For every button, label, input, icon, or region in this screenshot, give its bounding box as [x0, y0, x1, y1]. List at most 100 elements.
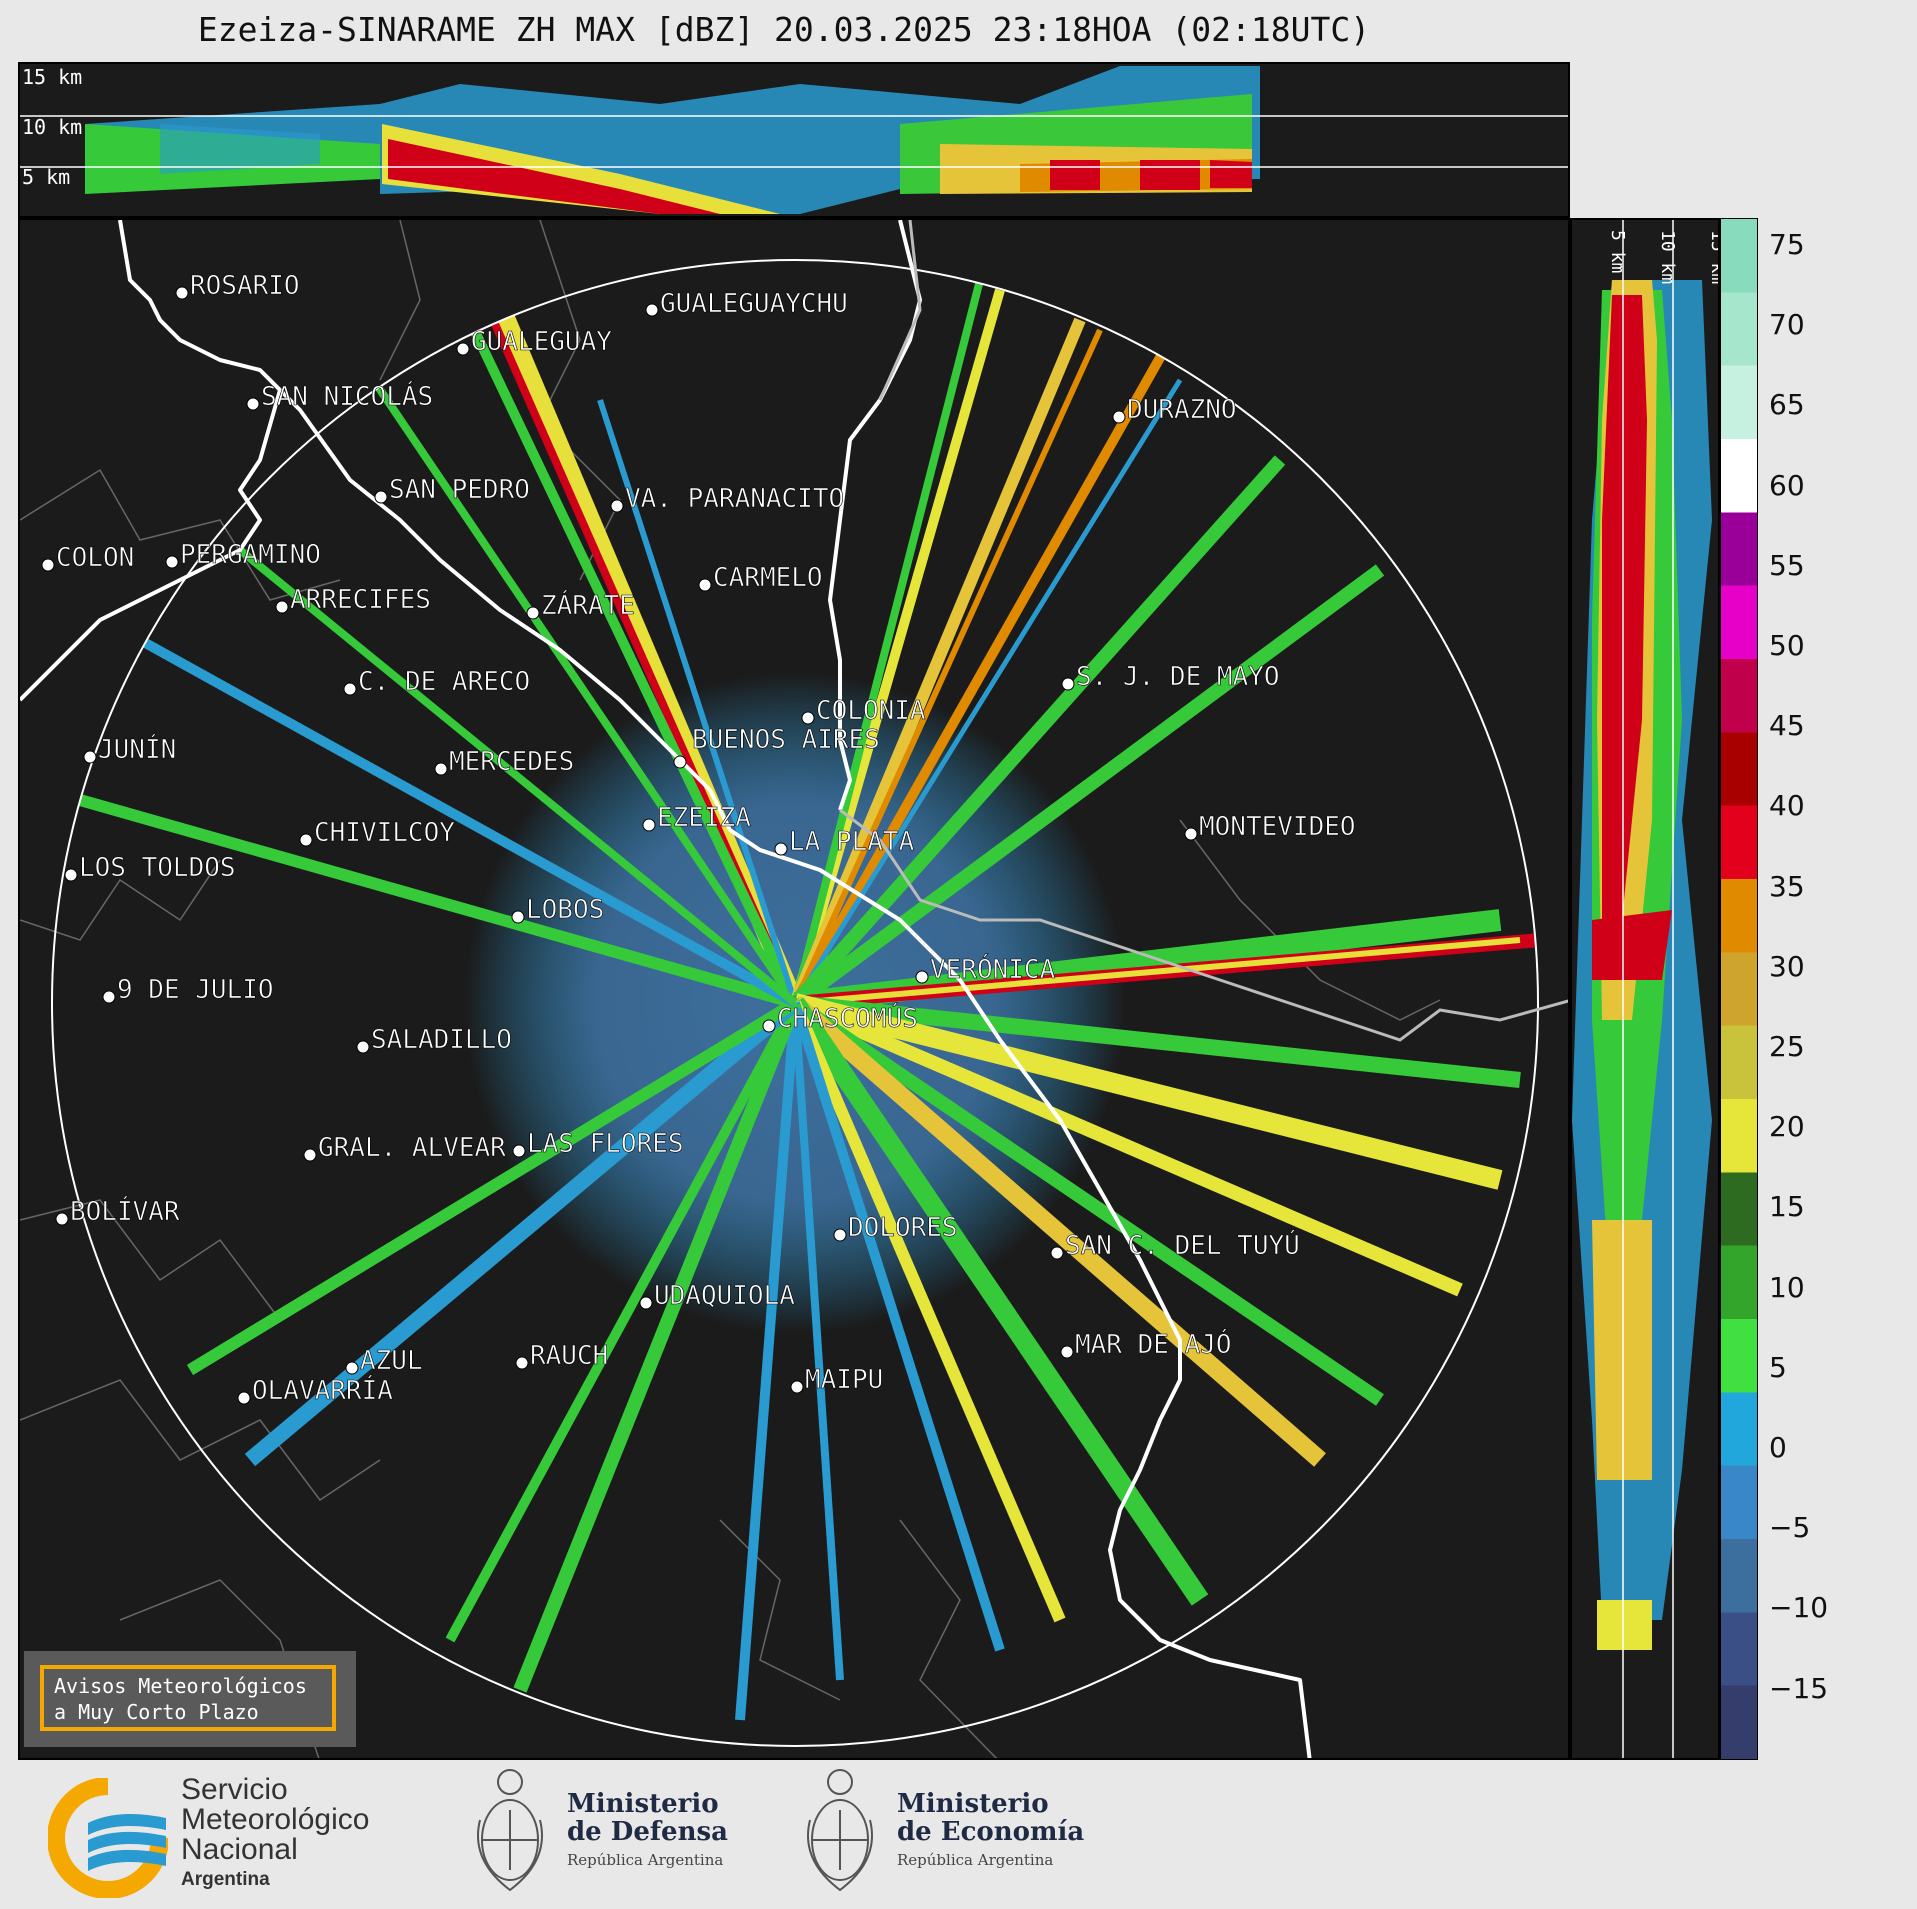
- city-marker: [1060, 1345, 1074, 1359]
- city-label: COLONIA: [816, 696, 926, 726]
- city-marker: [915, 970, 929, 984]
- colorbar-gradient: [1721, 219, 1757, 1759]
- city-label: AZUL: [360, 1346, 423, 1376]
- city-label: MAR DE AJÓ: [1075, 1328, 1232, 1360]
- city-marker: [610, 499, 624, 513]
- city-marker: [526, 606, 540, 620]
- city-label: MERCEDES: [449, 747, 574, 777]
- city-marker: [165, 555, 179, 569]
- chart-title: Ezeiza-SINARAME ZH MAX [dBZ] 20.03.2025 …: [197, 10, 1371, 49]
- city-marker: [83, 750, 97, 764]
- radar-map-panel: ROSARIO GUALEGUAYCHU GUALEGUAY SAN NICOLÁS D…: [18, 218, 1570, 1760]
- colorbar-tick-label: 70: [1769, 308, 1805, 342]
- colorbar-tick-label: 25: [1769, 1030, 1805, 1063]
- city-label: SAN C. DEL TUYÚ: [1065, 1229, 1300, 1261]
- city-marker: [456, 342, 470, 356]
- defensa-line1: Ministerio: [567, 1789, 719, 1819]
- side-cross-section-plot: 5 km 10 km 15 km: [1572, 220, 1720, 1758]
- avisos-line2: a Muy Corto Plazo: [54, 1700, 259, 1724]
- city-label: CARMELO: [713, 563, 823, 593]
- city-label: MONTEVIDEO: [1199, 812, 1356, 842]
- colorbar-tick-label: 20: [1769, 1110, 1805, 1144]
- defensa-line2: de Defensa: [567, 1817, 728, 1847]
- radar-map: ROSARIO GUALEGUAYCHU GUALEGUAY SAN NICOLÁS D…: [20, 220, 1568, 1758]
- defensa-line3: República Argentina: [567, 1851, 724, 1869]
- city-marker: [774, 842, 788, 856]
- city-marker: [801, 711, 815, 725]
- city-marker: [64, 868, 78, 882]
- city-label: PERGAMINO: [180, 540, 321, 570]
- city-label: C. DE ARECO: [358, 667, 530, 697]
- smn-line1: Servicio: [181, 1773, 288, 1806]
- city-label: ARRECIFES: [290, 585, 431, 615]
- city-marker: [1061, 677, 1075, 691]
- city-label: BOLÍVAR: [70, 1195, 180, 1227]
- top-alt-label-5: 5 km: [22, 165, 70, 189]
- city-marker: [434, 762, 448, 776]
- smn-logo-icon: [48, 1778, 168, 1898]
- city-marker: [237, 1391, 251, 1405]
- city-marker: [762, 1019, 776, 1033]
- city-marker: [1112, 410, 1126, 424]
- city-label: DURAZNO: [1127, 395, 1237, 425]
- city-marker: [790, 1380, 804, 1394]
- city-label: OLAVARRÍA: [252, 1374, 393, 1406]
- colorbar-tick-label: 40: [1769, 789, 1805, 823]
- colorbar-tick-label: −10: [1769, 1591, 1829, 1625]
- city-marker: [246, 397, 260, 411]
- side-cross-section-panel: 5 km 10 km 15 km: [1570, 218, 1720, 1760]
- city-marker: [833, 1228, 847, 1242]
- city-label: ROSARIO: [190, 271, 300, 301]
- city-label: SALADILLO: [371, 1025, 512, 1055]
- colorbar-tick-label: 15: [1769, 1190, 1805, 1224]
- city-label: GRAL. ALVEAR: [318, 1133, 506, 1163]
- colorbar-tick-label: 60: [1769, 468, 1805, 502]
- city-label: LAS FLORES: [527, 1129, 684, 1159]
- city-marker: [374, 490, 388, 504]
- city-marker: [175, 286, 189, 300]
- city-label: 9 DE JULIO: [117, 975, 274, 1005]
- colorbar-tick-label: 35: [1769, 869, 1805, 903]
- city-marker: [698, 578, 712, 592]
- colorbar-tick-label: −5: [1769, 1511, 1811, 1545]
- top-cross-section-panel: 15 km 10 km 5 km: [18, 62, 1570, 218]
- smn-line2: Meteorológico: [181, 1803, 370, 1836]
- city-label: ZÁRATE: [541, 589, 635, 621]
- city-label: BUENOS AIRES: [692, 725, 880, 755]
- city-marker: [55, 1212, 69, 1226]
- city-label: JUNÍN: [98, 733, 176, 765]
- colorbar-tick-label: 10: [1769, 1270, 1805, 1304]
- economia-line2: de Economía: [897, 1817, 1085, 1847]
- city-label: SAN PEDRO: [389, 475, 530, 505]
- city-marker: [673, 755, 687, 769]
- colorbar-tick-label: 45: [1769, 709, 1805, 743]
- colorbar-tick-label: 75: [1769, 228, 1805, 261]
- side-alt-label-10: 10 km: [1657, 230, 1678, 284]
- avisos-line1: Avisos Meteorológicos: [54, 1674, 307, 1698]
- city-marker: [515, 1356, 529, 1370]
- city-label: LOS TOLDOS: [79, 853, 236, 883]
- colorbar-tick-label: 50: [1769, 629, 1805, 662]
- coat-of-arms-icon: [477, 1769, 543, 1892]
- colorbar-tick-label: 55: [1769, 548, 1805, 582]
- smn-logo-text: Servicio Meteorológico Nacional Argentin…: [181, 1775, 369, 1895]
- city-marker: [343, 682, 357, 696]
- colorbar-tick-label: 30: [1769, 949, 1805, 983]
- city-marker: [356, 1040, 370, 1054]
- city-markers: ROSARIO GUALEGUAYCHU GUALEGUAY SAN NICOLÁS D…: [41, 271, 1356, 1406]
- city-label: EZEIZA: [657, 803, 751, 833]
- avisos-box[interactable]: Avisos Meteorológicos a Muy Corto Plazo: [40, 1665, 336, 1731]
- city-marker: [299, 833, 313, 847]
- colorbar-tick-label: 65: [1769, 388, 1805, 422]
- city-label: DOLORES: [848, 1213, 958, 1243]
- defensa-logo-text: Ministerio de Defensa República Argentin…: [567, 1790, 728, 1874]
- city-label: CHIVILCOY: [314, 818, 455, 848]
- top-cross-section-plot: 15 km 10 km 5 km: [20, 65, 1568, 214]
- city-marker: [512, 1144, 526, 1158]
- side-alt-label-15: 15 km: [1707, 230, 1720, 284]
- city-marker: [642, 818, 656, 832]
- city-marker: [102, 990, 116, 1004]
- city-label: LOBOS: [526, 895, 604, 925]
- city-marker: [345, 1361, 359, 1375]
- city-marker: [1050, 1246, 1064, 1260]
